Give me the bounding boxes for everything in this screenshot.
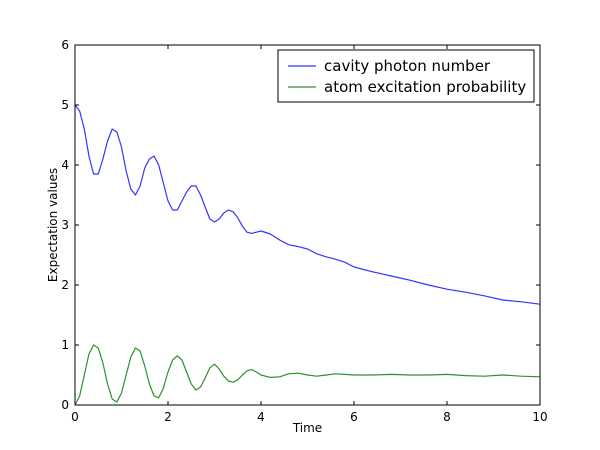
y-tick-label: 0	[61, 398, 69, 412]
x-tick-label: 2	[164, 410, 172, 424]
series-layer	[74, 104, 541, 406]
y-tick-label: 1	[61, 338, 69, 352]
y-tick-label: 3	[61, 218, 69, 232]
legend-label-atom-excitation-probability: atom excitation probability	[324, 78, 526, 96]
x-tick-label: 10	[532, 410, 547, 424]
y-tick-label: 5	[61, 98, 69, 112]
x-tick-label: 8	[443, 410, 451, 424]
ticks-layer: 0 2 4 6 8 10 0 1 2 3 4 5 6	[61, 38, 547, 424]
legend-box	[277, 49, 535, 103]
y-tick-label: 2	[61, 278, 69, 292]
x-tick-label: 6	[350, 410, 358, 424]
plot-background	[75, 45, 540, 405]
series-line-cavity-photon-number	[74, 104, 541, 305]
y-tick-label: 4	[61, 158, 69, 172]
y-axis-label: Expectation values	[46, 168, 60, 282]
x-tick-label: 0	[71, 410, 79, 424]
plot-frame	[74, 44, 541, 406]
y-tick-label: 6	[61, 38, 69, 52]
x-axis-label: Time	[292, 421, 322, 435]
series-line-atom-excitation-probability	[74, 344, 541, 406]
legend-label-cavity-photon-number: cavity photon number	[324, 57, 491, 75]
legend: cavity photon number atom excitation pro…	[277, 49, 535, 103]
x-tick-label: 4	[257, 410, 265, 424]
